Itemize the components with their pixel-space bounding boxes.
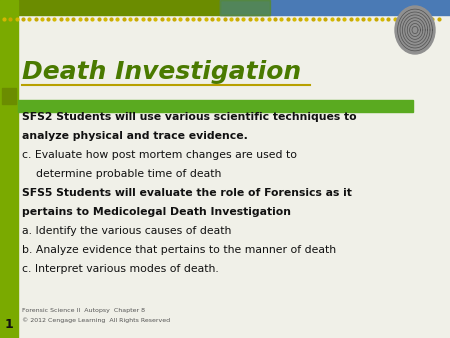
Text: analyze physical and trace evidence.: analyze physical and trace evidence. — [22, 131, 248, 141]
Text: pertains to Medicolegal Death Investigation: pertains to Medicolegal Death Investigat… — [22, 207, 291, 217]
Bar — [220, 0, 450, 15]
Text: Forensic Science II  Autopsy  Chapter 8: Forensic Science II Autopsy Chapter 8 — [22, 308, 145, 313]
Text: SFS5 Students will evaluate the role of Forensics as it: SFS5 Students will evaluate the role of … — [22, 188, 352, 198]
Text: b. Analyze evidence that pertains to the manner of death: b. Analyze evidence that pertains to the… — [22, 245, 336, 255]
Ellipse shape — [395, 6, 435, 54]
Bar — [2, 88, 16, 104]
Text: a. Identify the various causes of death: a. Identify the various causes of death — [22, 226, 231, 236]
Text: c. Evaluate how post mortem changes are used to: c. Evaluate how post mortem changes are … — [22, 150, 297, 160]
Bar — [18, 100, 413, 112]
Text: SFS2 Students will use various scientific techniques to: SFS2 Students will use various scientifi… — [22, 112, 356, 122]
Text: determine probable time of death: determine probable time of death — [22, 169, 221, 179]
Bar — [0, 0, 18, 338]
Text: c. Interpret various modes of death.: c. Interpret various modes of death. — [22, 264, 219, 274]
Bar — [220, 0, 270, 15]
Text: © 2012 Cengage Learning  All Rights Reserved: © 2012 Cengage Learning All Rights Reser… — [22, 317, 170, 323]
Text: Death Investigation: Death Investigation — [22, 60, 301, 84]
Bar — [0, 0, 270, 15]
Text: 1: 1 — [4, 318, 13, 331]
